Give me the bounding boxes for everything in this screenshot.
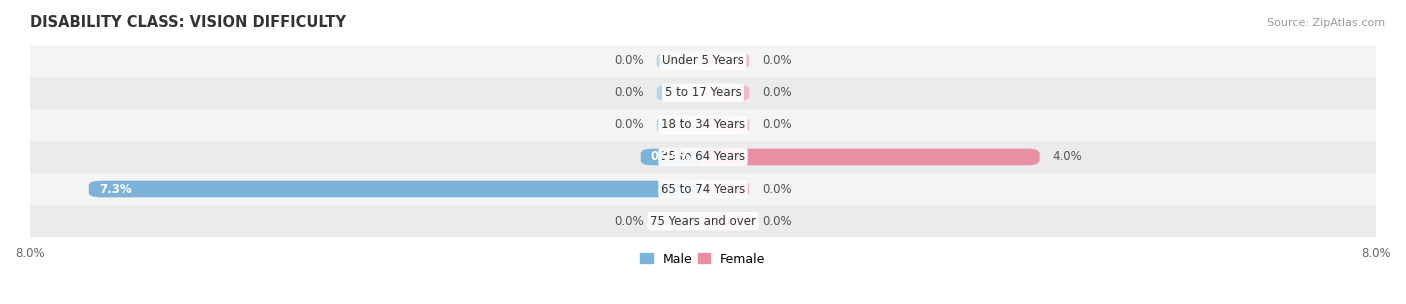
Text: 75 Years and over: 75 Years and over (650, 215, 756, 228)
Text: 35 to 64 Years: 35 to 64 Years (661, 150, 745, 164)
Text: 0.0%: 0.0% (614, 215, 644, 228)
FancyBboxPatch shape (4, 109, 1402, 141)
Text: 0.0%: 0.0% (614, 54, 644, 67)
FancyBboxPatch shape (703, 149, 1039, 165)
Text: 0.74%: 0.74% (651, 150, 692, 164)
Text: DISABILITY CLASS: VISION DIFFICULTY: DISABILITY CLASS: VISION DIFFICULTY (30, 15, 346, 30)
Text: 0.0%: 0.0% (762, 215, 792, 228)
FancyBboxPatch shape (89, 181, 703, 197)
Text: 4.0%: 4.0% (1052, 150, 1083, 164)
Text: 0.0%: 0.0% (614, 86, 644, 99)
Text: 18 to 34 Years: 18 to 34 Years (661, 118, 745, 131)
Text: Source: ZipAtlas.com: Source: ZipAtlas.com (1267, 18, 1385, 28)
FancyBboxPatch shape (4, 173, 1402, 205)
Text: 7.3%: 7.3% (98, 182, 131, 195)
FancyBboxPatch shape (703, 52, 749, 69)
FancyBboxPatch shape (703, 85, 749, 101)
FancyBboxPatch shape (703, 116, 749, 133)
Text: 0.0%: 0.0% (762, 118, 792, 131)
Text: 0.0%: 0.0% (762, 54, 792, 67)
Legend: Male, Female: Male, Female (636, 248, 770, 271)
Text: 0.0%: 0.0% (614, 118, 644, 131)
FancyBboxPatch shape (4, 77, 1402, 109)
Text: 0.0%: 0.0% (762, 182, 792, 195)
FancyBboxPatch shape (657, 213, 703, 230)
FancyBboxPatch shape (703, 213, 749, 230)
Text: 65 to 74 Years: 65 to 74 Years (661, 182, 745, 195)
FancyBboxPatch shape (4, 205, 1402, 237)
FancyBboxPatch shape (657, 52, 703, 69)
FancyBboxPatch shape (657, 116, 703, 133)
Text: 0.0%: 0.0% (762, 86, 792, 99)
FancyBboxPatch shape (641, 149, 703, 165)
FancyBboxPatch shape (703, 181, 749, 197)
Text: 5 to 17 Years: 5 to 17 Years (665, 86, 741, 99)
FancyBboxPatch shape (4, 141, 1402, 173)
FancyBboxPatch shape (4, 45, 1402, 77)
Text: Under 5 Years: Under 5 Years (662, 54, 744, 67)
FancyBboxPatch shape (657, 85, 703, 101)
